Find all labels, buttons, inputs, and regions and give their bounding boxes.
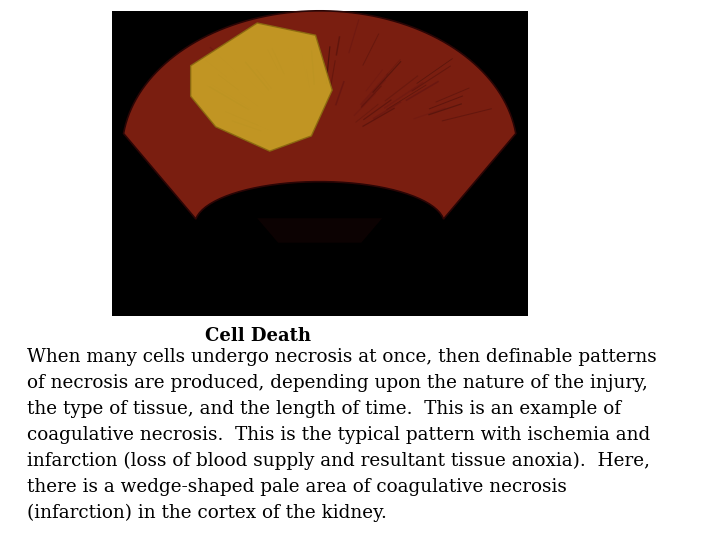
Text: (infarction) in the cortex of the kidney.: (infarction) in the cortex of the kidney… [27,504,387,522]
Text: coagulative necrosis.  This is the typical pattern with ischemia and: coagulative necrosis. This is the typica… [27,426,651,444]
Text: the type of tissue, and the length of time.  This is an example of: the type of tissue, and the length of ti… [27,400,621,418]
Polygon shape [124,11,516,219]
Text: Cell Death: Cell Death [205,327,311,345]
Text: When many cells undergo necrosis at once, then definable patterns: When many cells undergo necrosis at once… [27,348,657,366]
Bar [112,11,528,316]
Text: infarction (loss of blood supply and resultant tissue anoxia).  Here,: infarction (loss of blood supply and res… [27,452,650,470]
Text: there is a wedge-shaped pale area of coagulative necrosis: there is a wedge-shaped pale area of coa… [27,478,567,496]
Polygon shape [191,23,332,151]
Polygon shape [257,218,382,242]
Text: of necrosis are produced, depending upon the nature of the injury,: of necrosis are produced, depending upon… [27,374,648,392]
